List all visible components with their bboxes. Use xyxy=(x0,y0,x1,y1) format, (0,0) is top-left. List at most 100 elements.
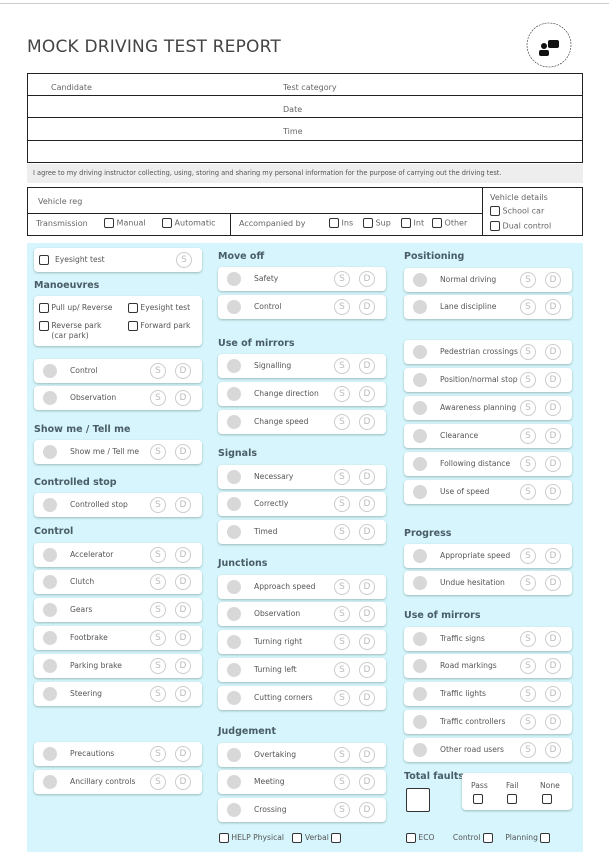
serious-fault-button[interactable]: S xyxy=(520,686,536,702)
serious-fault-button[interactable]: S xyxy=(520,658,536,674)
fault-count-circle[interactable] xyxy=(43,498,57,512)
dangerous-fault-button[interactable]: D xyxy=(175,602,191,618)
dangerous-fault-button[interactable]: D xyxy=(359,524,375,540)
dangerous-fault-button[interactable]: D xyxy=(545,400,561,416)
serious-fault-button[interactable]: S xyxy=(520,631,536,647)
serious-fault-button[interactable]: S xyxy=(334,579,350,595)
dangerous-fault-button[interactable]: D xyxy=(175,686,191,702)
dangerous-fault-button[interactable]: D xyxy=(359,747,375,763)
serious-fault-button[interactable]: S xyxy=(520,372,536,388)
eco-control-checkbox[interactable] xyxy=(482,833,493,843)
serious-fault-button[interactable]: S xyxy=(334,606,350,622)
pass-checkbox[interactable] xyxy=(473,794,483,804)
serious-fault-button[interactable]: S xyxy=(150,390,166,406)
serious-fault-button[interactable]: S xyxy=(334,469,350,485)
fault-count-circle[interactable] xyxy=(43,548,57,562)
dangerous-fault-button[interactable]: D xyxy=(545,548,561,564)
dangerous-fault-button[interactable]: D xyxy=(175,547,191,563)
dangerous-fault-button[interactable]: D xyxy=(175,746,191,762)
fault-count-circle[interactable] xyxy=(43,775,57,789)
fault-count-circle[interactable] xyxy=(227,775,241,789)
serious-fault-button[interactable]: S xyxy=(334,414,350,430)
serious-fault-button[interactable]: S xyxy=(176,252,192,268)
fault-count-circle[interactable] xyxy=(43,603,57,617)
dangerous-fault-button[interactable]: D xyxy=(545,456,561,472)
fault-count-circle[interactable] xyxy=(413,401,427,415)
eco-planning-checkbox[interactable] xyxy=(540,833,551,843)
fault-count-circle[interactable] xyxy=(413,373,427,387)
fault-count-circle[interactable] xyxy=(413,300,427,314)
fault-count-circle[interactable] xyxy=(43,391,57,405)
serious-fault-button[interactable]: S xyxy=(150,574,166,590)
vehicle-reg-field[interactable]: Vehicle reg xyxy=(38,197,83,206)
other-checkbox[interactable] xyxy=(432,218,442,228)
help-physical-checkbox[interactable] xyxy=(219,833,229,843)
fault-count-circle[interactable] xyxy=(413,273,427,287)
automatic-checkbox[interactable] xyxy=(162,218,172,228)
dangerous-fault-button[interactable]: D xyxy=(359,358,375,374)
serious-fault-button[interactable]: S xyxy=(520,456,536,472)
fault-count-circle[interactable] xyxy=(43,364,57,378)
serious-fault-button[interactable]: S xyxy=(520,548,536,564)
date-field[interactable]: Date xyxy=(283,105,303,114)
dangerous-fault-button[interactable]: D xyxy=(545,428,561,444)
eco-checkbox[interactable] xyxy=(406,833,416,843)
serious-fault-button[interactable]: S xyxy=(520,400,536,416)
dangerous-fault-button[interactable]: D xyxy=(359,386,375,402)
sup-checkbox[interactable] xyxy=(363,218,373,228)
serious-fault-button[interactable]: S xyxy=(150,497,166,513)
dangerous-fault-button[interactable]: D xyxy=(359,299,375,315)
candidate-field[interactable]: Candidate xyxy=(51,83,92,92)
dual-control-checkbox[interactable] xyxy=(490,221,500,231)
dangerous-fault-button[interactable]: D xyxy=(175,390,191,406)
fault-count-circle[interactable] xyxy=(227,470,241,484)
serious-fault-button[interactable]: S xyxy=(520,575,536,591)
fault-count-circle[interactable] xyxy=(227,415,241,429)
serious-fault-button[interactable]: S xyxy=(520,484,536,500)
fault-count-circle[interactable] xyxy=(227,691,241,705)
fault-count-circle[interactable] xyxy=(413,632,427,646)
dangerous-fault-button[interactable]: D xyxy=(359,634,375,650)
serious-fault-button[interactable]: S xyxy=(150,658,166,674)
dangerous-fault-button[interactable]: D xyxy=(359,469,375,485)
serious-fault-button[interactable]: S xyxy=(150,686,166,702)
fault-count-circle[interactable] xyxy=(413,345,427,359)
fault-count-circle[interactable] xyxy=(413,429,427,443)
serious-fault-button[interactable]: S xyxy=(520,742,536,758)
fault-count-circle[interactable] xyxy=(43,445,57,459)
manoeuvre-checkbox[interactable] xyxy=(39,321,49,331)
dangerous-fault-button[interactable]: D xyxy=(545,658,561,674)
dangerous-fault-button[interactable]: D xyxy=(175,363,191,379)
fault-count-circle[interactable] xyxy=(227,272,241,286)
serious-fault-button[interactable]: S xyxy=(334,358,350,374)
serious-fault-button[interactable]: S xyxy=(334,524,350,540)
serious-fault-button[interactable]: S xyxy=(150,547,166,563)
serious-fault-button[interactable]: S xyxy=(150,444,166,460)
dangerous-fault-button[interactable]: D xyxy=(545,631,561,647)
fault-count-circle[interactable] xyxy=(227,748,241,762)
dangerous-fault-button[interactable]: D xyxy=(175,658,191,674)
dangerous-fault-button[interactable]: D xyxy=(359,690,375,706)
fault-count-circle[interactable] xyxy=(227,300,241,314)
dangerous-fault-button[interactable]: D xyxy=(175,444,191,460)
serious-fault-button[interactable]: S xyxy=(334,386,350,402)
fault-count-circle[interactable] xyxy=(413,549,427,563)
manoeuvre-checkbox[interactable] xyxy=(39,303,49,313)
fault-count-circle[interactable] xyxy=(413,659,427,673)
fault-count-circle[interactable] xyxy=(227,803,241,817)
fault-count-circle[interactable] xyxy=(43,631,57,645)
dangerous-fault-button[interactable]: D xyxy=(359,774,375,790)
verbal-checkbox[interactable] xyxy=(331,833,342,843)
serious-fault-button[interactable]: S xyxy=(334,802,350,818)
dangerous-fault-button[interactable]: D xyxy=(359,802,375,818)
serious-fault-button[interactable]: S xyxy=(520,428,536,444)
serious-fault-button[interactable]: S xyxy=(334,496,350,512)
fault-count-circle[interactable] xyxy=(43,687,57,701)
serious-fault-button[interactable]: S xyxy=(334,747,350,763)
fault-count-circle[interactable] xyxy=(43,575,57,589)
serious-fault-button[interactable]: S xyxy=(334,774,350,790)
serious-fault-button[interactable]: S xyxy=(334,271,350,287)
dangerous-fault-button[interactable]: D xyxy=(545,299,561,315)
fault-count-circle[interactable] xyxy=(413,743,427,757)
ins-checkbox[interactable] xyxy=(329,218,339,228)
